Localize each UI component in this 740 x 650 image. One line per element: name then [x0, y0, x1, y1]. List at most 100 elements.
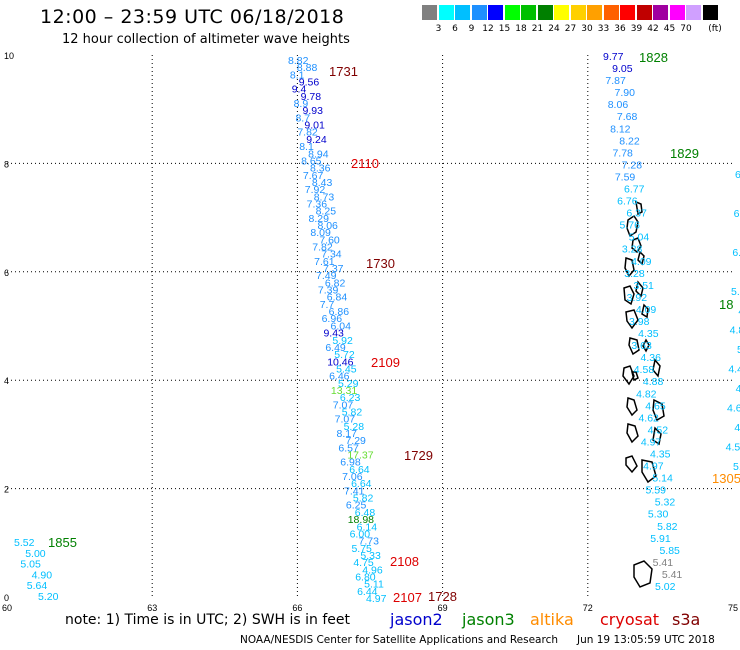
swh-value-edge: 4.86 [730, 325, 740, 337]
timestamp-text: Jun 19 13:05:59 UTC 2018 [577, 634, 715, 646]
swh-value-main: 7.29 [345, 435, 366, 447]
scale-label: 3 [435, 24, 442, 34]
swh-value-main: 7.61 [314, 256, 335, 268]
swh-value-edge: 4.5 [726, 442, 740, 454]
swh-value-right: 9.77 [603, 51, 624, 63]
swh-value-right: 4.36 [641, 352, 662, 364]
swh-value-main: 8.43 [312, 177, 333, 189]
swh-value-main: 8.09 [310, 227, 331, 239]
scale-swatch [620, 5, 635, 20]
footer-note: note: 1) Time is in UTC; 2) SWH is in fe… [65, 612, 351, 628]
scale-label: 70 [680, 24, 692, 34]
scale-label: 15 [498, 24, 511, 34]
island-outline [625, 309, 639, 330]
scale-swatch [636, 5, 652, 20]
scale-label: 18 [515, 24, 527, 34]
swh-value-right: 5.02 [655, 581, 676, 593]
island-outline [641, 303, 649, 319]
swh-value-main: 18.98 [348, 514, 374, 526]
swh-value-edge: 4.93 [738, 305, 740, 317]
swh-value-left: 5.52 [14, 537, 35, 549]
swh-value-right: 5.04 [629, 232, 650, 244]
swh-value-right: 7.78 [612, 147, 633, 159]
scale-unit: (ft) [708, 24, 722, 34]
island-outline [652, 398, 665, 422]
x-tick-label: 63 [147, 603, 157, 613]
swh-value-left: 5.05 [20, 559, 41, 571]
x-tick-label: 69 [438, 603, 448, 613]
swh-value-right: 3.63 [631, 340, 652, 352]
scale-swatch [669, 5, 685, 20]
swh-value-right: 5.59 [646, 485, 667, 497]
track-time-label: 1730 [366, 256, 395, 271]
swh-value-edge: 4.86 [736, 383, 740, 395]
swh-value-main: 7.49 [316, 270, 337, 282]
swh-value-main: 6.98 [340, 457, 361, 469]
swh-value-right: 5.32 [655, 497, 676, 509]
x-tick-label: 75 [728, 603, 738, 613]
swh-value-main: 7.06 [342, 471, 363, 483]
swh-value-main: 8.94 [308, 148, 329, 160]
swh-value-left: 5.64 [27, 580, 48, 592]
y-tick-label: 2 [4, 485, 9, 495]
swh-value-right: 7.59 [615, 171, 636, 183]
swh-value-right: 4.35 [638, 328, 659, 340]
swh-value-right: 8.06 [608, 99, 629, 111]
track-time-label: 1728 [428, 589, 457, 604]
island-outline [622, 365, 635, 386]
swh-value-right: 5.41 [662, 569, 683, 581]
swh-value-main: 7.73 [359, 536, 380, 548]
swh-value-right: 6.37 [626, 208, 647, 220]
swh-value-edge: 4.48 [728, 364, 740, 376]
swh-value-main: 8.25 [316, 206, 337, 218]
scale-label: 27 [564, 24, 577, 34]
swh-value-right: 4.58 [634, 364, 655, 376]
swh-value-main: 5.75 [351, 543, 372, 555]
swh-value-main: 9.78 [301, 91, 322, 103]
island-outline [635, 280, 644, 298]
island-outline [637, 250, 645, 266]
swh-value-main: 7.36 [307, 198, 328, 210]
scale-label: 36 [614, 24, 626, 34]
swh-value-left: 4.90 [32, 569, 53, 581]
scale-label: 12 [482, 24, 494, 34]
swh-value-main: 7.7 [320, 299, 335, 311]
satellite-label-jason3: jason3 [462, 610, 515, 629]
swh-value-main: 5.82 [353, 493, 374, 505]
scale-swatch [587, 5, 602, 20]
swh-value-right: 4.82 [636, 388, 657, 400]
swh-value-main: 9.93 [303, 105, 324, 117]
swh-value-main: 6.04 [331, 320, 352, 332]
satellite-label-s3a: s3a [672, 610, 701, 629]
swh-value-main: 7.41 [344, 485, 365, 497]
swh-value-main: 7.39 [318, 285, 339, 297]
scale-swatch [455, 5, 470, 20]
swh-value-right: 4.09 [636, 304, 657, 316]
swh-value-main: 4.75 [353, 557, 374, 569]
track-time-label: 1305 [712, 471, 740, 486]
swh-value-main: 6.64 [349, 464, 370, 476]
swh-value-main: 7.07 [333, 399, 354, 411]
swh-value-main: 5.11 [364, 579, 384, 591]
island-outline [625, 455, 638, 474]
swh-value-main: 7.37 [323, 263, 344, 275]
x-tick-label: 66 [292, 603, 302, 613]
swh-value-main: 7.67 [303, 170, 324, 182]
swh-value-main: 9.01 [304, 120, 325, 132]
track-time-label: 2108 [390, 554, 419, 569]
track-time-label: 1729 [404, 448, 433, 463]
scale-swatch [537, 5, 553, 20]
swh-value-right: 4.52 [648, 424, 669, 436]
swh-value-right: 4.97 [641, 436, 662, 448]
track-time-label: 2110 [351, 156, 379, 171]
swh-value-right: 4.09 [631, 256, 652, 268]
swh-value-main: 6.49 [325, 342, 346, 354]
swh-value-main: 6.57 [338, 442, 359, 454]
swh-value-main: 7.34 [321, 249, 342, 261]
swh-value-right: 8.12 [610, 123, 631, 135]
swh-value-right: 5.30 [648, 509, 669, 521]
scale-swatch [702, 5, 718, 20]
swh-value-right: 4.88 [643, 376, 664, 388]
scale-label: 21 [531, 24, 544, 34]
y-tick-label: 10 [4, 51, 14, 61]
